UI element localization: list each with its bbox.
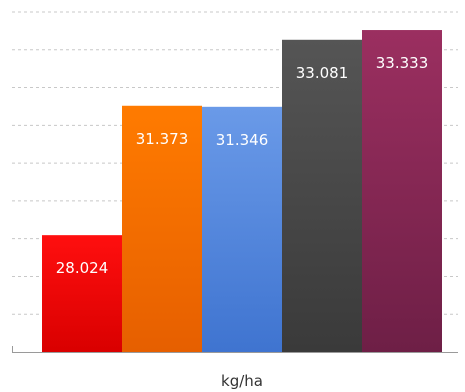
data-label-1: 28.024 [56,259,109,277]
bars [42,30,442,353]
data-label-4: 33.081 [296,64,349,82]
x-axis-label: kg/ha [221,372,263,390]
bar-2 [122,105,202,353]
bar-4 [282,39,362,353]
data-labels: 28.024 31.373 31.346 33.081 33.333 [56,54,429,277]
bar-1 [42,235,122,352]
data-label-5: 33.333 [376,54,429,72]
data-label-3: 31.346 [216,131,269,149]
bar-5 [362,30,442,352]
data-label-2: 31.373 [136,130,189,148]
bar-3 [202,106,282,353]
